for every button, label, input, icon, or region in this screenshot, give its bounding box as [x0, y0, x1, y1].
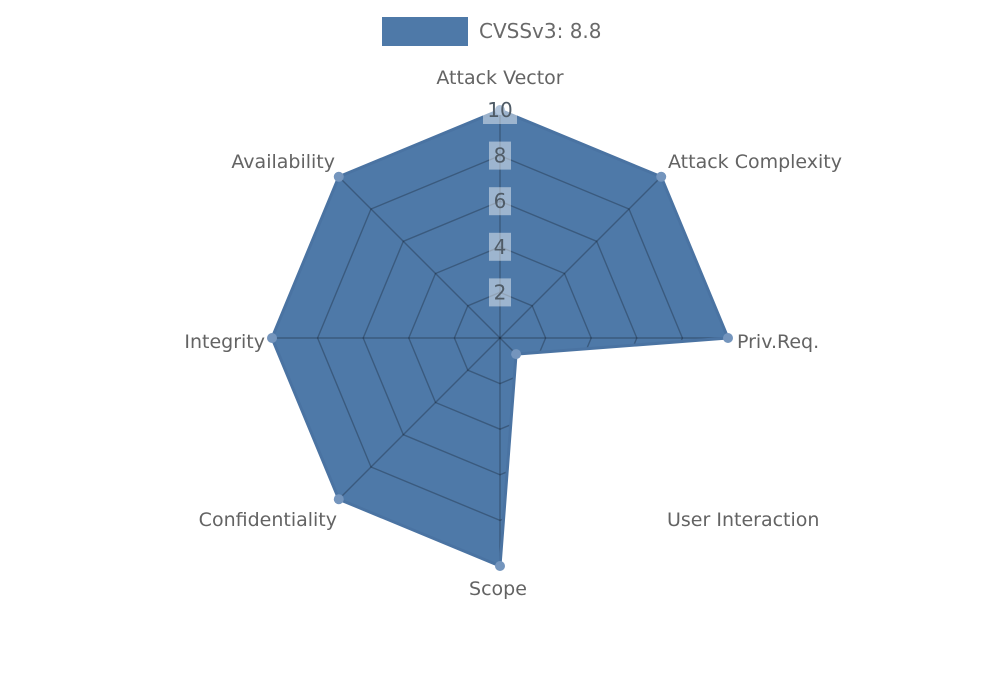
grid-spoke [338, 337, 501, 500]
axis-label: User Interaction [667, 509, 819, 531]
vertex-marker [333, 171, 344, 182]
vertex-marker [723, 333, 733, 343]
grid-spoke [499, 337, 662, 500]
axis-label: Scope [469, 578, 527, 600]
legend-label: CVSSv3: 8.8 [479, 19, 602, 43]
grid-ring [453, 291, 547, 385]
axis-label: Attack Complexity [668, 151, 842, 173]
axis-label: Availability [231, 151, 335, 173]
grid-ring [408, 246, 592, 430]
grid-ring [362, 200, 638, 476]
legend-swatch [382, 16, 468, 46]
tick-box [489, 187, 511, 216]
vertex-marker [656, 171, 667, 182]
grid-ring [316, 154, 684, 522]
vertex-marker [511, 349, 522, 360]
tick-label: 10 [487, 98, 512, 122]
axis-label: Priv.Req. [737, 331, 819, 353]
tick-label: 8 [494, 144, 507, 168]
tick-label: 2 [494, 280, 507, 304]
grid-spoke [338, 176, 501, 339]
radar-fill [272, 110, 728, 566]
vertex-marker [495, 105, 505, 115]
vertex-marker [267, 333, 277, 343]
tick-box [489, 141, 511, 170]
tick-box [489, 278, 511, 307]
axis-label: Attack Vector [436, 67, 563, 89]
tick-label: 4 [494, 235, 507, 259]
grid-spoke [499, 176, 662, 339]
axis-label: Confidentiality [199, 509, 337, 531]
vertex-marker [333, 494, 344, 505]
tick-box [483, 96, 517, 124]
legend: CVSSv3: 8.8 [382, 16, 602, 46]
tick-box [489, 232, 511, 261]
vertex-marker [495, 561, 505, 571]
axis-label: Integrity [184, 331, 265, 353]
tick-label: 6 [494, 189, 507, 213]
